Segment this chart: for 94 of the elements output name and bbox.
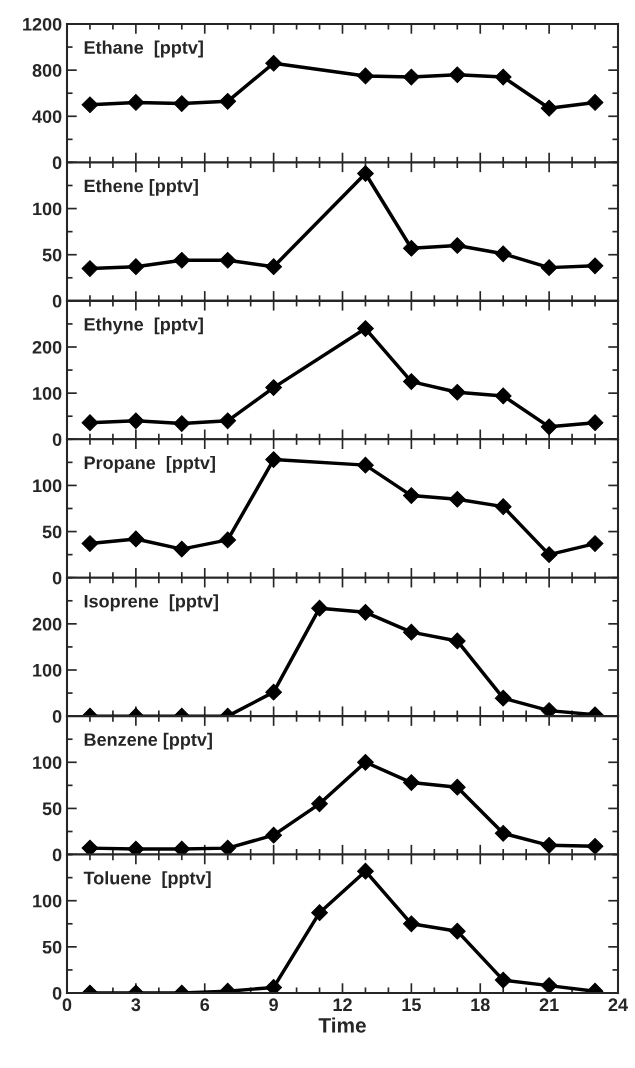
point bbox=[127, 530, 145, 548]
point bbox=[173, 95, 191, 112]
point bbox=[403, 487, 420, 504]
text: Toluene [pptv] bbox=[83, 871, 211, 889]
y-tick-label: 200 bbox=[32, 340, 62, 354]
y-tick-label: 100 bbox=[33, 202, 62, 216]
point bbox=[540, 259, 558, 277]
point bbox=[173, 540, 191, 558]
y-tick-label: 0 bbox=[52, 848, 62, 862]
point bbox=[448, 237, 466, 254]
y-tick-label: 0 bbox=[52, 294, 62, 308]
point bbox=[494, 245, 512, 263]
x-tick-label: 3 bbox=[131, 998, 141, 1012]
x-tick-label: 24 bbox=[608, 998, 628, 1011]
point bbox=[357, 456, 374, 474]
point bbox=[494, 387, 512, 405]
point bbox=[357, 165, 374, 182]
point bbox=[127, 840, 145, 855]
x-tick-label: 12 bbox=[333, 998, 352, 1011]
y-tick-label: 800 bbox=[32, 64, 62, 77]
y-tick-label: 0 bbox=[52, 571, 62, 585]
point bbox=[265, 379, 282, 396]
y-tick-label: 100 bbox=[33, 756, 62, 770]
text: Benzene [pptv] bbox=[84, 732, 212, 750]
x-tick-label: 9 bbox=[269, 998, 278, 1012]
point bbox=[219, 412, 237, 430]
point bbox=[357, 320, 374, 337]
point bbox=[494, 68, 512, 86]
point bbox=[81, 414, 99, 432]
point bbox=[219, 251, 237, 269]
x-tick-label: 21 bbox=[539, 998, 559, 1011]
point bbox=[81, 260, 99, 277]
point bbox=[265, 258, 282, 276]
y-tick-label: 50 bbox=[42, 248, 62, 262]
point bbox=[586, 837, 604, 855]
point bbox=[265, 451, 282, 468]
y-tick-label: 0 bbox=[52, 986, 62, 1000]
y-tick-label: 0 bbox=[52, 433, 62, 447]
point bbox=[403, 373, 420, 390]
point bbox=[540, 99, 558, 117]
y-tick-label: 100 bbox=[33, 663, 62, 677]
point bbox=[311, 795, 328, 813]
x-tick-label: 15 bbox=[402, 998, 421, 1012]
x-tick-label: 0 bbox=[62, 998, 72, 1012]
point bbox=[127, 94, 145, 111]
text: Ethene [pptv] bbox=[84, 179, 198, 196]
point bbox=[586, 257, 604, 275]
point bbox=[127, 258, 145, 276]
text: Propane [pptv] bbox=[84, 455, 215, 473]
point bbox=[403, 239, 420, 257]
point bbox=[219, 92, 237, 110]
point bbox=[219, 531, 237, 549]
text: Isoprene [pptv] bbox=[84, 594, 218, 612]
point bbox=[357, 67, 374, 85]
point bbox=[448, 778, 466, 796]
point bbox=[586, 414, 604, 432]
point bbox=[357, 753, 374, 771]
point bbox=[81, 839, 99, 855]
point bbox=[81, 535, 99, 552]
point bbox=[448, 490, 466, 508]
x-tick-label: 18 bbox=[471, 998, 490, 1012]
point bbox=[173, 840, 191, 855]
text: Ethane [pptv] bbox=[84, 40, 203, 58]
point bbox=[494, 498, 512, 516]
y-tick-label: 50 bbox=[42, 940, 62, 954]
point bbox=[448, 383, 466, 401]
point bbox=[448, 66, 466, 84]
point bbox=[173, 415, 191, 432]
x-tick-label: 6 bbox=[200, 998, 210, 1012]
point bbox=[81, 96, 99, 114]
y-tick-label: 200 bbox=[32, 617, 62, 631]
point bbox=[540, 546, 558, 564]
point bbox=[403, 774, 420, 791]
point bbox=[265, 826, 282, 844]
text: Ethyne [pptv] bbox=[84, 317, 203, 335]
point bbox=[127, 412, 145, 430]
point bbox=[586, 535, 604, 552]
y-tick-label: 100 bbox=[33, 387, 62, 400]
point bbox=[403, 68, 420, 86]
x-axis-title: Time bbox=[318, 1017, 366, 1033]
y-tick-label: 100 bbox=[33, 479, 62, 493]
point bbox=[219, 839, 237, 855]
y-tick-label: 100 bbox=[33, 894, 62, 908]
point bbox=[265, 54, 282, 72]
point bbox=[494, 824, 512, 842]
point bbox=[540, 418, 558, 436]
y-tick-label: 1200 bbox=[23, 17, 62, 31]
point bbox=[586, 94, 604, 111]
y-tick-label: 0 bbox=[52, 710, 62, 723]
y-tick-label: 50 bbox=[42, 525, 62, 539]
y-tick-label: 50 bbox=[42, 802, 62, 816]
y-tick-label: 400 bbox=[32, 110, 62, 124]
point bbox=[173, 251, 191, 269]
y-tick-label: 0 bbox=[52, 156, 62, 170]
